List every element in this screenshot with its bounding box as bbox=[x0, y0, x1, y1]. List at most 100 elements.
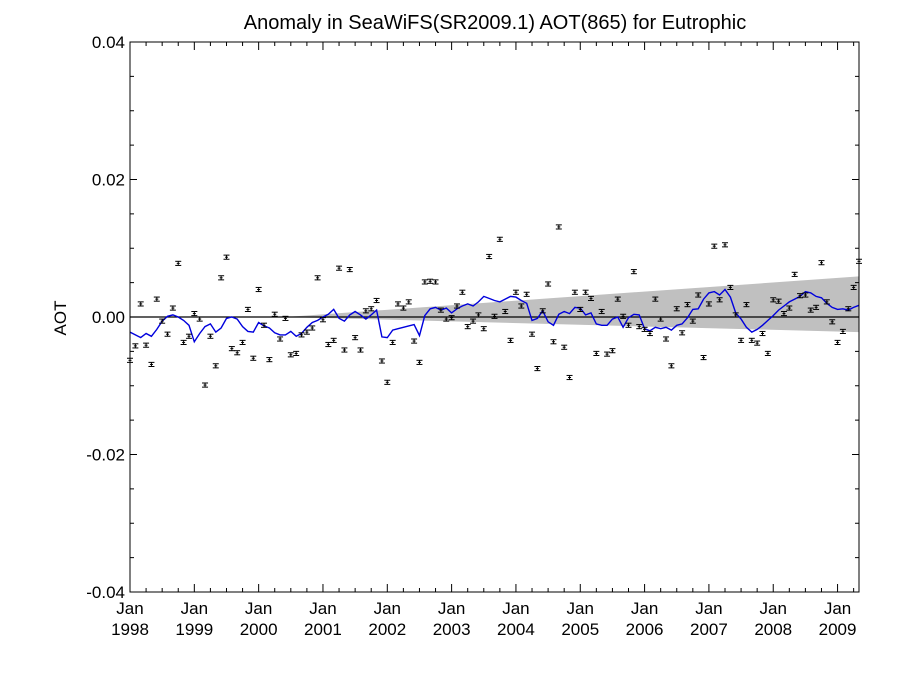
x-tick-label-month: Jan bbox=[824, 599, 851, 618]
anomaly-point bbox=[389, 339, 396, 345]
anomaly-point bbox=[319, 317, 326, 323]
anomaly-point bbox=[239, 339, 246, 345]
anomaly-point bbox=[427, 278, 434, 284]
anomaly-point bbox=[534, 366, 541, 372]
x-tick-label-year: 2002 bbox=[368, 620, 406, 639]
x-tick-label-month: Jan bbox=[245, 599, 272, 618]
anomaly-point bbox=[459, 289, 466, 295]
anomaly-point bbox=[180, 339, 187, 345]
anomaly-point bbox=[625, 322, 632, 328]
anomaly-point bbox=[143, 342, 150, 348]
anomaly-point bbox=[582, 289, 589, 295]
anomaly-point bbox=[673, 306, 680, 312]
y-tick-label: 0.02 bbox=[92, 171, 125, 190]
y-axis-label: AOT bbox=[51, 301, 70, 336]
anomaly-point bbox=[303, 329, 310, 335]
x-tick-label-year: 2004 bbox=[497, 620, 535, 639]
anomaly-point bbox=[448, 315, 455, 321]
anomaly-point bbox=[464, 324, 471, 330]
anomaly-point bbox=[539, 308, 546, 314]
trend-confidence-band bbox=[130, 276, 859, 333]
anomaly-point bbox=[395, 301, 402, 307]
anomaly-point bbox=[679, 330, 686, 336]
anomaly-point bbox=[228, 346, 235, 352]
anomaly-point bbox=[721, 242, 728, 248]
anomaly-point bbox=[529, 331, 536, 337]
x-tick-label-month: Jan bbox=[438, 599, 465, 618]
anomaly-point bbox=[218, 275, 225, 281]
anomaly-point bbox=[577, 306, 584, 312]
anomaly-point bbox=[748, 337, 755, 343]
anomaly-point bbox=[491, 313, 498, 319]
anomaly-point bbox=[298, 332, 305, 338]
anomaly-point bbox=[791, 271, 798, 277]
anomaly-point bbox=[764, 350, 771, 356]
anomaly-point bbox=[400, 305, 407, 311]
trend-band-layer bbox=[130, 276, 859, 333]
anomaly-point bbox=[684, 302, 691, 308]
anomaly-point bbox=[148, 361, 155, 367]
y-tick-label: -0.02 bbox=[86, 446, 125, 465]
anomaly-point bbox=[282, 315, 289, 321]
anomaly-point bbox=[191, 311, 198, 317]
anomaly-point bbox=[545, 281, 552, 287]
anomaly-point bbox=[646, 330, 653, 337]
y-tick-label: 0.04 bbox=[92, 33, 125, 52]
anomaly-point bbox=[587, 295, 594, 301]
anomaly-point bbox=[480, 326, 487, 332]
anomaly-point bbox=[421, 279, 428, 285]
anomaly-point bbox=[823, 299, 830, 305]
anomaly-point bbox=[802, 292, 809, 298]
x-tick-label-year: 2006 bbox=[626, 620, 664, 639]
anomaly-point bbox=[234, 350, 241, 356]
anomaly-point bbox=[405, 299, 412, 305]
anomaly-point bbox=[593, 350, 600, 356]
anomaly-point bbox=[834, 339, 841, 345]
anomaly-point bbox=[695, 292, 702, 298]
x-tick-label-year: 1999 bbox=[175, 620, 213, 639]
anomaly-point bbox=[689, 318, 696, 324]
anomaly-point bbox=[807, 307, 814, 313]
anomaly-point bbox=[378, 358, 385, 364]
anomaly-point bbox=[470, 318, 477, 324]
anomaly-point bbox=[287, 352, 294, 358]
anomaly-point bbox=[705, 301, 712, 307]
anomaly-point bbox=[137, 301, 144, 307]
anomaly-point bbox=[362, 308, 369, 314]
x-tick-label-year: 2001 bbox=[304, 620, 342, 639]
anomaly-point bbox=[261, 322, 268, 328]
anomaly-point bbox=[325, 341, 332, 348]
anomaly-point bbox=[266, 357, 273, 363]
anomaly-point bbox=[159, 318, 166, 324]
anomaly-point bbox=[829, 319, 836, 325]
anomaly-point bbox=[373, 297, 380, 304]
x-tick-label-year: 2007 bbox=[690, 620, 728, 639]
anomaly-point bbox=[271, 311, 278, 317]
anomaly-point bbox=[132, 343, 139, 349]
anomaly-point bbox=[657, 316, 664, 322]
anomaly-point bbox=[620, 313, 627, 319]
anomaly-point bbox=[496, 236, 503, 242]
anomaly-point bbox=[512, 289, 519, 295]
x-tick-label-year: 2009 bbox=[819, 620, 857, 639]
x-tick-label-month: Jan bbox=[567, 599, 594, 618]
x-tick-label-month: Jan bbox=[760, 599, 787, 618]
anomaly-point bbox=[818, 260, 825, 266]
x-tick-label-month: Jan bbox=[116, 599, 143, 618]
anomaly-point bbox=[330, 337, 337, 343]
anomaly-point bbox=[561, 344, 568, 350]
anomaly-point bbox=[571, 289, 578, 295]
anomaly-point bbox=[169, 305, 176, 311]
x-tick-label-month: Jan bbox=[502, 599, 529, 618]
x-tick-label-year: 2003 bbox=[433, 620, 471, 639]
anomaly-point bbox=[738, 337, 745, 343]
anomaly-point bbox=[196, 316, 203, 322]
anomaly-point bbox=[277, 336, 284, 342]
anomaly-point bbox=[453, 303, 460, 309]
x-tick-label-year: 2005 bbox=[561, 620, 599, 639]
anomaly-point bbox=[732, 312, 739, 318]
anomaly-points-layer bbox=[127, 224, 862, 388]
anomaly-point bbox=[164, 331, 171, 337]
anomaly-point bbox=[652, 296, 659, 302]
anomaly-point bbox=[630, 269, 637, 275]
